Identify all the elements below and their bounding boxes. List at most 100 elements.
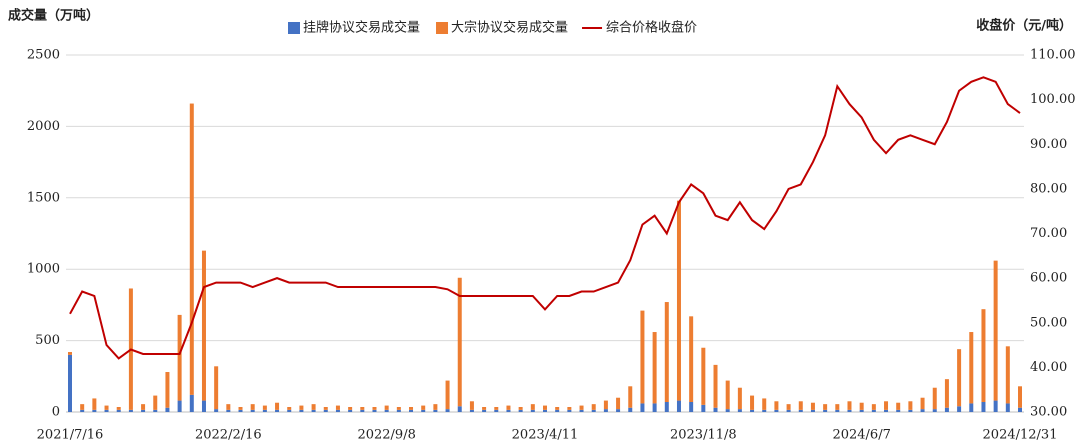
bar: [810, 402, 815, 410]
bar: [579, 409, 584, 412]
bar: [421, 405, 426, 410]
bar: [713, 407, 718, 412]
bar: [981, 309, 986, 403]
bar: [701, 404, 706, 412]
bar: [92, 409, 97, 412]
y2-tick-label: 50.00: [1030, 315, 1067, 330]
bar: [652, 403, 657, 412]
bar: [201, 250, 206, 401]
bar: [116, 407, 121, 410]
y2-tick-label: 90.00: [1030, 137, 1067, 152]
bar: [616, 409, 621, 412]
bar: [506, 405, 511, 410]
bar: [445, 409, 450, 412]
bar: [993, 400, 998, 412]
x-tick-label: 2023/11/8: [670, 428, 737, 443]
bar: [335, 405, 340, 410]
bar: [640, 310, 645, 404]
bar: [287, 407, 292, 410]
legend-label: 大宗协议交易成交量: [451, 20, 568, 36]
bar: [835, 409, 840, 412]
bar: [433, 409, 438, 412]
bar: [335, 409, 340, 412]
bar: [847, 409, 852, 412]
bar: [165, 407, 170, 412]
bar: [396, 409, 401, 412]
bar: [250, 404, 255, 410]
bar: [262, 409, 267, 412]
bar: [409, 409, 414, 412]
bar: [482, 409, 487, 412]
bar: [725, 409, 730, 412]
y2-axis-title: 收盘价（元/吨）: [976, 18, 1072, 34]
bar: [823, 404, 828, 410]
bar: [226, 404, 231, 410]
bar: [153, 409, 158, 412]
bar: [993, 260, 998, 401]
bar: [457, 406, 462, 412]
bar: [689, 316, 694, 403]
bar: [80, 409, 85, 412]
bar: [725, 380, 730, 410]
legend-label: 挂牌协议交易成交量: [303, 20, 420, 36]
bar: [201, 400, 206, 412]
bar: [664, 402, 669, 412]
bar: [311, 404, 316, 410]
y-tick-label: 500: [35, 333, 60, 348]
bar: [1018, 407, 1022, 412]
bar: [189, 394, 194, 412]
bar: [469, 401, 474, 410]
bar: [640, 403, 645, 412]
bar: [774, 409, 779, 412]
x-tick-label: 2022/9/8: [357, 428, 415, 443]
legend-swatch: [288, 22, 300, 34]
bar: [543, 405, 547, 410]
bar: [689, 402, 694, 412]
y2-tick-label: 110.00: [1030, 48, 1076, 63]
bar: [348, 407, 353, 410]
bar: [932, 409, 937, 412]
bar: [214, 409, 219, 412]
bar: [494, 407, 499, 410]
bar: [944, 407, 949, 412]
bar: [433, 404, 438, 410]
y2-tick-label: 100.00: [1030, 92, 1076, 107]
bar: [859, 402, 864, 410]
x-tick-label: 2024/6/7: [832, 428, 890, 443]
bar: [153, 395, 158, 410]
bar: [908, 409, 913, 412]
bar: [348, 409, 353, 412]
bar: [262, 405, 267, 410]
bar: [238, 407, 243, 410]
bar: [603, 409, 608, 412]
bar: [981, 402, 986, 412]
bar: [750, 395, 755, 410]
bar: [226, 409, 231, 412]
bar: [786, 409, 791, 412]
bar: [969, 332, 974, 404]
bar: [409, 407, 414, 410]
bar: [530, 409, 535, 412]
bar: [482, 407, 487, 410]
bar: [360, 407, 365, 410]
bar: [116, 409, 121, 412]
bar: [530, 404, 535, 410]
bar: [750, 409, 755, 412]
bar: [567, 407, 572, 410]
bar: [628, 386, 633, 408]
bar: [676, 400, 681, 412]
bar: [1005, 403, 1010, 412]
bar: [884, 409, 889, 412]
bar: [384, 409, 389, 412]
bar: [165, 372, 170, 408]
x-tick-label: 2024/12/31: [983, 428, 1058, 443]
bar: [68, 354, 72, 412]
bar: [603, 400, 608, 410]
bar: [104, 405, 109, 410]
bar: [1018, 386, 1022, 408]
bar: [299, 409, 304, 412]
bar: [798, 409, 803, 412]
bar: [762, 409, 767, 412]
bar: [250, 409, 255, 412]
